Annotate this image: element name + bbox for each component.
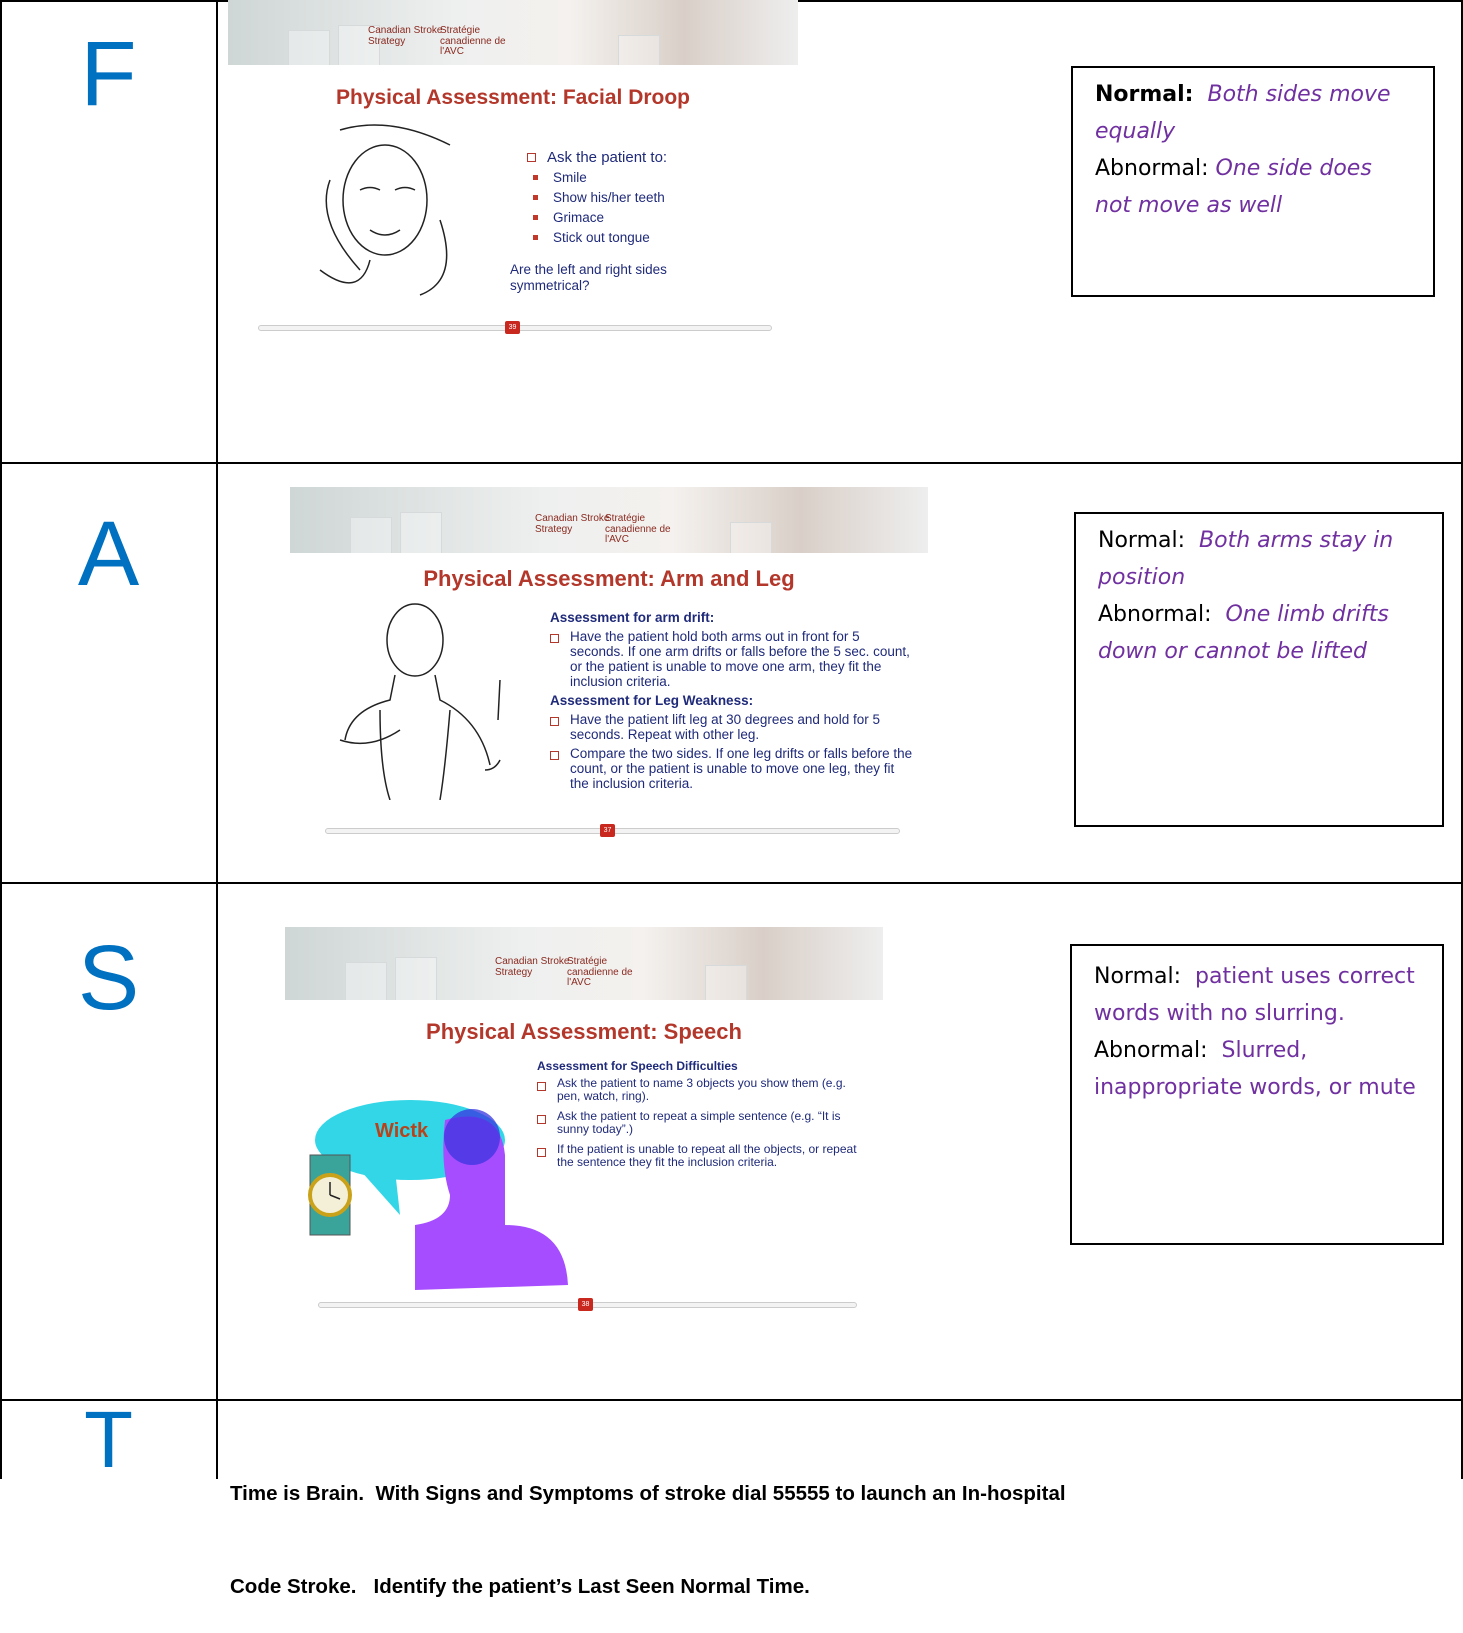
abnormal-label: Abnormal:: [1098, 602, 1212, 627]
face-illustration: [319, 124, 451, 296]
abnormal-label: Abnormal:: [1094, 1038, 1208, 1063]
time-text: Time is Brain. With Signs and Symptoms o…: [230, 1416, 1066, 1633]
slide-heading: Assessment for Speech Difficulties: [537, 1059, 738, 1073]
note-box: Normal: Both arms stay in position Abnor…: [1074, 512, 1444, 827]
slide-item: Have the patient lift leg at 30 degrees …: [548, 712, 916, 742]
slide-title: Physical Assessment: Facial Droop: [335, 86, 691, 109]
brand-en: Canadian Stroke Strategy: [368, 25, 443, 47]
slide-title: Physical Assessment: Speech: [426, 1019, 742, 1044]
slide-title: Physical Assessment: Arm and Leg: [423, 566, 795, 591]
abnormal-label: Abnormal:: [1095, 156, 1209, 181]
abnormal-text: Slurred, inappropriate words, or mute: [1094, 1038, 1416, 1100]
slide-banner: Canadian Stroke Strategy Stratégie canad…: [290, 487, 928, 553]
slide-banner: Canadian Stroke Strategy Stratégie canad…: [228, 0, 798, 65]
speech-illustration: [308, 1100, 568, 1290]
slide-lead: Ask the patient to:: [525, 148, 667, 168]
row-divider: [0, 1399, 1463, 1401]
arm-illustration: [339, 603, 501, 800]
slide-question: Are the left and right sides symmetrical…: [510, 262, 667, 293]
slide-item: Grimace: [525, 208, 667, 228]
speech-bubble-text: Wictk: [375, 1120, 429, 1142]
row-divider: [0, 882, 1463, 884]
letter: F: [80, 23, 137, 125]
slide-item: Have the patient hold both arms out in f…: [548, 629, 916, 689]
slide-item: Ask the patient to repeat a simple sente…: [535, 1109, 865, 1137]
normal-text: Both sides move equally: [1095, 82, 1391, 144]
row-divider: [0, 462, 1463, 464]
note-box: Normal: Both sides move equally Abnormal…: [1071, 66, 1435, 297]
slide-body: Ask the patient to: Smile Show his/her t…: [525, 148, 667, 248]
abnormal-text: One limb drifts down or cannot be lifted: [1098, 602, 1389, 664]
brand-en: Canadian Stroke Strategy: [535, 513, 610, 535]
note-box: Normal: patient uses correct words with …: [1070, 944, 1444, 1245]
slide-body: Assessment for arm drift: Have the patie…: [548, 610, 916, 791]
letter: S: [77, 927, 140, 1029]
slide-banner: Canadian Stroke Strategy Stratégie canad…: [285, 927, 883, 1000]
normal-label: Normal:: [1094, 964, 1182, 989]
slide-item: Compare the two sides. If one leg drifts…: [548, 746, 916, 791]
normal-text: patient uses correct words with no slurr…: [1094, 964, 1415, 1026]
slide-item: Ask the patient to name 3 objects you sh…: [535, 1076, 865, 1104]
text-line: Time is Brain. With Signs and Symptoms o…: [230, 1482, 1066, 1505]
slide-heading: Assessment for Leg Weakness:: [550, 693, 754, 708]
page: F Canadian Stroke Strategy Stratégie can…: [0, 0, 1463, 1598]
slide-page: 38: [578, 1298, 593, 1311]
slide-page: 39: [505, 321, 520, 334]
slide-item: Smile: [525, 168, 667, 188]
slide-item: If the patient is unable to repeat all t…: [535, 1142, 865, 1170]
letter: T: [84, 1395, 133, 1484]
column-divider: [216, 0, 218, 1479]
slide-item: Stick out tongue: [525, 228, 667, 248]
abnormal-text: One side does not move as well: [1095, 156, 1372, 218]
brand-fr: Stratégie canadienne de l'AVC: [567, 956, 633, 988]
normal-label: Normal:: [1098, 528, 1186, 553]
text-line: Code Stroke. Identify the patient’s Last…: [230, 1575, 810, 1598]
table-border: [1461, 0, 1463, 1479]
table-border: [0, 0, 2, 1479]
normal-label: Normal:: [1095, 82, 1194, 107]
slide-heading: Assessment for arm drift:: [550, 610, 715, 625]
slide-body: Assessment for Speech Difficulties Ask t…: [535, 1059, 865, 1170]
slide-page: 37: [600, 824, 615, 837]
brand-fr: Stratégie canadienne de l'AVC: [440, 25, 506, 57]
normal-text: Both arms stay in position: [1098, 528, 1394, 590]
slide-item: Show his/her teeth: [525, 188, 667, 208]
brand-en: Canadian Stroke Strategy: [495, 956, 570, 978]
letter: A: [77, 503, 140, 605]
brand-fr: Stratégie canadienne de l'AVC: [605, 513, 671, 545]
